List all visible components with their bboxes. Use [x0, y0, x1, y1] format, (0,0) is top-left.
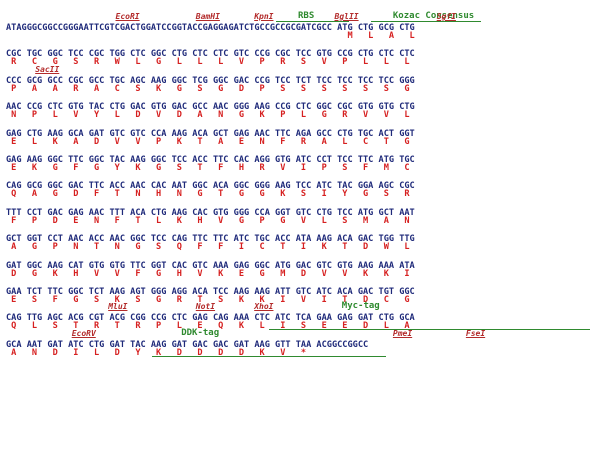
feature-extent-line — [371, 21, 481, 22]
restriction-site-label: SgfI — [436, 12, 456, 21]
dna-sequence-line: GAG CTG AAG GCA GAT GTC GTC CCA AAG ACA … — [6, 128, 415, 139]
feature-label: DDK-tag — [181, 327, 220, 338]
restriction-site-label: NotI — [195, 302, 216, 312]
sequence-block: ATAGGGCGGCCGGGAATTCGTCGACTGGATCCGGTACCGA… — [6, 11, 596, 42]
amino-acid-line: A N D I L D Y K D D D D K V * — [6, 347, 317, 358]
sequence-block: CAG TTG AGC ACG CGT ACG CGG CCG CTC GAG … — [6, 301, 596, 332]
restriction-site-label: BamHI — [195, 12, 220, 21]
amino-acid-line: Q A G D F T N H N G T G G K S I Y G S R — [6, 189, 415, 200]
feature-extent-line — [276, 21, 350, 22]
dna-sequence-line: GAA TCT TTC GGC TCT AAG AGT GGG AGG ACA … — [6, 287, 415, 297]
amino-acid-line: M L A L — [6, 31, 415, 41]
amino-acid-line: F P D E N F T L K H V G P G V L S M A N — [6, 215, 415, 226]
sequence-block: GCA AAT GAT ATC CTG GAT TAC AAG GAT GAC … — [6, 327, 596, 359]
amino-acid-line: E S F G S K S G R T S K K I V I T D C G — [6, 295, 415, 305]
dna-sequence-line: CAG TTG AGC ACG CGT ACG CGG CCG CTC GAG … — [6, 313, 415, 324]
feature-extent-line — [268, 329, 590, 331]
restriction-site-label: SacII — [35, 64, 60, 74]
dna-sequence-line: TTT CCT GAC GAG AAC TTT ACA CTG AAG CAC … — [6, 207, 415, 218]
restriction-site-label: EcoRV — [71, 328, 96, 338]
amino-acid-line: D G K H V V F G H V K E G M D V V K K I — [6, 268, 415, 279]
dna-sequence-line: GAT GGC AAG CAT GTG GTG TTC GGT CAC GTC … — [6, 260, 415, 271]
amino-acid-line: E L K A D V V P K T A E N F R A L C T G — [6, 136, 415, 147]
sequence-block: TTT CCT GAC GAG AAC TTT ACA CTG AAG CAC … — [6, 197, 596, 227]
dna-sequence-line: AAC CCG CTC GTG TAC CTG GAC GTG GAC GCC … — [6, 102, 415, 113]
dna-sequence-line: CCC GCG GCC CGC GCC TGC AGC AAG GGC TCG … — [6, 75, 415, 86]
restriction-site-label: KpnI — [254, 12, 274, 21]
sequence-block: CGC TGC GGC TCC CGC TGG CTC GGC CTG CTC … — [6, 38, 596, 68]
sequence-block: GAA TCT TTC GGC TCT AAG AGT GGG AGG ACA … — [6, 276, 596, 306]
dna-sequence-line: ATAGGGCGGCCGGGAATTCGTCGACTGGATCCGGTACCGA… — [6, 23, 415, 33]
feature-label: Myc-tag — [341, 301, 380, 312]
amino-acid-line: N P L V Y L D V D A N G K P L G R V V L — [6, 110, 415, 121]
amino-acid-line: E K G F G Y K G S T F H R V I P S F M C — [6, 163, 415, 173]
dna-sequence-line: GCA AAT GAT ATC CTG GAT TAC AAG GAT GAC … — [6, 339, 369, 350]
feature-extent-line — [152, 355, 386, 357]
restriction-site-label: MluI — [108, 302, 128, 312]
feature-label: RBS — [298, 11, 315, 21]
amino-acid-line: A G P N T N G S Q F F I C T I K T D W L — [6, 242, 415, 253]
sequence-block: CCC GCG GCC CGC GCC TGC AGC AAG GGC TCG … — [6, 65, 596, 95]
dna-sequence-line: CGC TGC GGC TCC CGC TGG CTC GGC CTG CTC … — [6, 49, 415, 60]
restriction-site-label: EcoRI — [115, 12, 140, 21]
sequence-block: GAG CTG AAG GCA GAT GTC GTC CCA AAG ACA … — [6, 118, 596, 148]
sequence-block: GCT GGT CCT AAC ACC AAC GGC TCC CAG TTC … — [6, 223, 596, 253]
sequence-block: GAG AAG GGC TTC GGC TAC AAG GGC TCC ACC … — [6, 144, 596, 174]
dna-sequence-line: GAG AAG GGC TTC GGC TAC AAG GGC TCC ACC … — [6, 155, 415, 165]
restriction-site-label: XhoI — [254, 302, 274, 312]
dna-sequence-line: CAG GCG GGC GAC TTC ACC AAC CAC AAT GGC … — [6, 181, 415, 192]
feature-label: Kozac Consensus — [392, 11, 475, 21]
restriction-site-label: FseI — [465, 328, 486, 338]
amino-acid-line: Q L S T R T R P L E Q K L I S E E D L A — [6, 321, 415, 332]
restriction-site-label: BglII — [334, 12, 359, 21]
restriction-site-label: PmeI — [392, 328, 413, 338]
amino-acid-line: P A A R A C S K G S G D P S S S S S S G — [6, 83, 415, 94]
sequence-block: CAG GCG GGC GAC TTC ACC AAC CAC AAT GGC … — [6, 170, 596, 200]
sequence-block: AAC CCG CTC GTG TAC CTG GAC GTG GAC GCC … — [6, 91, 596, 121]
sequence-block: GAT GGC AAG CAT GTG GTG TTC GGT CAC GTC … — [6, 250, 596, 280]
amino-acid-line: R C G S R W L G L L L V P R S V P L L L — [6, 57, 415, 68]
dna-sequence-line: GCT GGT CCT AAC ACC AAC GGC TCC CAG TTC … — [6, 234, 415, 245]
